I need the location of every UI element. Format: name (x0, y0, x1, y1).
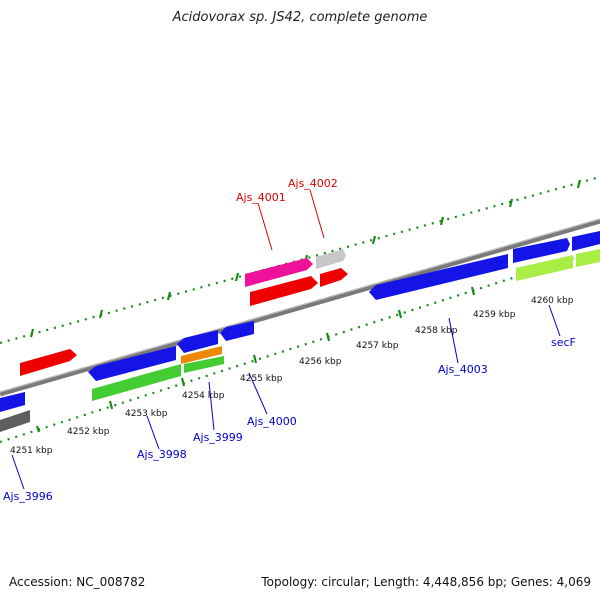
tick-mark (252, 354, 258, 364)
kbp-label-4254: 4254 kbp (182, 391, 225, 401)
leader-ajs-4001 (257, 202, 273, 251)
tick-mark (371, 235, 377, 245)
tick-mark (29, 328, 35, 338)
tick-mark (98, 309, 104, 319)
gene-label-ajs-4002[interactable]: Ajs_4002 (288, 177, 338, 190)
tick-mark (166, 291, 172, 301)
leader-ajs-4000 (248, 372, 268, 415)
tick-mark (180, 377, 186, 387)
gene-label-ajs-4001[interactable]: Ajs_4001 (236, 191, 286, 204)
gene-ajs-4003-feature[interactable] (369, 254, 508, 300)
leader-secf (548, 304, 561, 337)
gene-blue-long-feature[interactable] (88, 346, 176, 381)
tick-mark (234, 272, 240, 282)
leader-ajs-4002 (309, 189, 325, 239)
leader-ajs-3999 (208, 381, 215, 431)
kbp-label-4256: 4256 kbp (299, 357, 342, 367)
genome-title: Acidovorax sp. JS42, complete genome (172, 10, 428, 25)
leader-ajs-3996 (11, 454, 25, 490)
gene-label-ajs-4000[interactable]: Ajs_4000 (247, 415, 297, 428)
gene-ajs-3999-feature[interactable] (181, 346, 222, 364)
gene-ajs-4001-feature[interactable] (245, 258, 313, 287)
kbp-label-4257: 4257 kbp (356, 341, 399, 351)
tick-mark (397, 309, 403, 319)
genome-backbone (0, 218, 600, 397)
tick-mark (439, 216, 445, 226)
kbp-label-4259: 4259 kbp (473, 310, 516, 320)
tick-mark (508, 198, 514, 208)
kbp-label-4253: 4253 kbp (125, 409, 168, 419)
tick-mark (576, 179, 582, 189)
gene-red-small-feature[interactable] (320, 268, 348, 287)
gene-secf-feature[interactable] (516, 255, 573, 281)
gene-ajs-3999-lower-feature[interactable] (184, 356, 224, 373)
gene-ajs-4000-feature[interactable] (220, 321, 254, 341)
inner-tick-band (0, 248, 600, 444)
gene-label-ajs-4003[interactable]: Ajs_4003 (438, 363, 488, 376)
gene-red-forward-feature[interactable] (250, 276, 318, 306)
gene-dark-gray-feature[interactable] (0, 410, 30, 432)
tick-mark (325, 332, 331, 342)
gene-blue-left-edge-feature[interactable] (0, 392, 25, 412)
accession-text: Accession: NC_008782 (9, 575, 146, 589)
leader-ajs-3998 (146, 415, 160, 450)
gene-ajs-4002-feature[interactable] (316, 249, 346, 269)
gene-label-ajs-3999[interactable]: Ajs_3999 (193, 431, 243, 444)
kbp-label-4260: 4260 kbp (531, 296, 574, 306)
tick-mark (108, 400, 114, 410)
gene-blue-mid-feature[interactable] (177, 330, 218, 353)
kbp-label-4255: 4255 kbp (240, 374, 283, 384)
leader-ajs-4003 (448, 317, 459, 364)
gene-label-ajs-3998[interactable]: Ajs_3998 (137, 448, 187, 461)
gene-blue-edge-feature[interactable] (572, 231, 600, 251)
kbp-label-4258: 4258 kbp (415, 326, 458, 336)
kbp-label-4252: 4252 kbp (67, 427, 110, 437)
gene-blue-right-feature[interactable] (513, 238, 570, 263)
gene-label-secf[interactable]: secF (551, 336, 576, 349)
genome-backbone-highlight (0, 218, 600, 393)
gene-red-left-feature[interactable] (20, 349, 77, 376)
gene-ajs-3998-feature[interactable] (92, 364, 181, 401)
gene-lime-edge-feature[interactable] (576, 249, 600, 267)
tick-mark (35, 425, 41, 433)
kbp-label-4251: 4251 kbp (10, 446, 53, 456)
gene-label-ajs-3996[interactable]: Ajs_3996 (3, 490, 53, 503)
tick-mark (470, 286, 476, 296)
genome-summary-text: Topology: circular; Length: 4,448,856 bp… (261, 575, 591, 589)
